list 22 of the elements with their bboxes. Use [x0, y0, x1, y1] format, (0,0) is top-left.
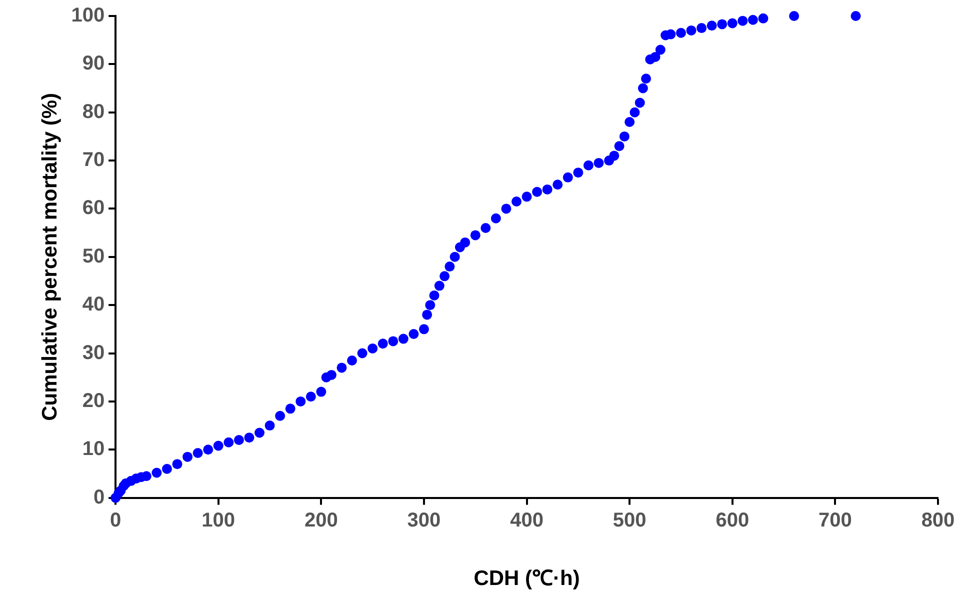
y-tick-label: 50 [82, 245, 105, 268]
y-tick-label: 0 [93, 486, 105, 508]
y-axis-title: Cumulative percent mortality (%) [38, 92, 62, 421]
y-tick-label: 80 [82, 100, 105, 123]
y-tick-label: 20 [82, 390, 105, 412]
y-tick-label: 90 [82, 52, 105, 75]
x-axis-title: CDH (℃·h) [474, 567, 580, 590]
x-tick-label: 100 [202, 509, 236, 532]
x-tick-label: 500 [612, 509, 646, 532]
y-tick-label: 60 [82, 197, 105, 220]
y-tick-label: 100 [71, 4, 105, 27]
x-tick-label: 400 [510, 509, 544, 532]
x-tick-label: 800 [921, 509, 955, 532]
y-tick-label: 70 [82, 149, 105, 172]
y-tick-label: 10 [82, 438, 105, 460]
x-tick-label: 0 [110, 509, 122, 532]
x-tick-label: 600 [716, 509, 750, 532]
x-tick-label: 300 [407, 509, 441, 532]
x-tick-label: 200 [304, 509, 338, 532]
y-tick-label: 40 [82, 294, 105, 316]
x-tick-label: 700 [818, 509, 852, 532]
y-tick-label: 30 [82, 342, 105, 364]
